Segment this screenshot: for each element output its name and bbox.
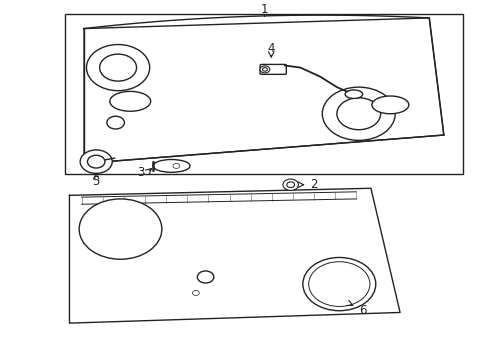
Circle shape [283, 179, 298, 190]
Text: 4: 4 [267, 42, 274, 55]
Ellipse shape [110, 91, 150, 111]
Text: 5: 5 [92, 175, 100, 188]
Circle shape [192, 291, 199, 296]
Circle shape [308, 262, 369, 306]
Text: 1: 1 [260, 3, 267, 15]
Circle shape [100, 54, 136, 81]
Text: 2: 2 [309, 178, 317, 191]
Circle shape [336, 98, 380, 130]
Circle shape [79, 199, 162, 259]
Circle shape [87, 155, 105, 168]
Ellipse shape [345, 90, 362, 99]
Circle shape [322, 87, 394, 140]
Text: 6: 6 [358, 304, 366, 317]
Ellipse shape [371, 96, 408, 114]
Circle shape [302, 257, 375, 311]
Circle shape [86, 45, 149, 91]
FancyBboxPatch shape [260, 64, 286, 75]
Circle shape [107, 116, 124, 129]
Bar [64, 14, 462, 174]
Ellipse shape [153, 159, 190, 172]
Text: 3: 3 [137, 166, 144, 179]
Circle shape [262, 68, 267, 71]
Circle shape [286, 182, 294, 188]
Circle shape [197, 271, 213, 283]
Circle shape [260, 66, 269, 73]
Circle shape [173, 163, 180, 168]
Circle shape [80, 150, 112, 174]
